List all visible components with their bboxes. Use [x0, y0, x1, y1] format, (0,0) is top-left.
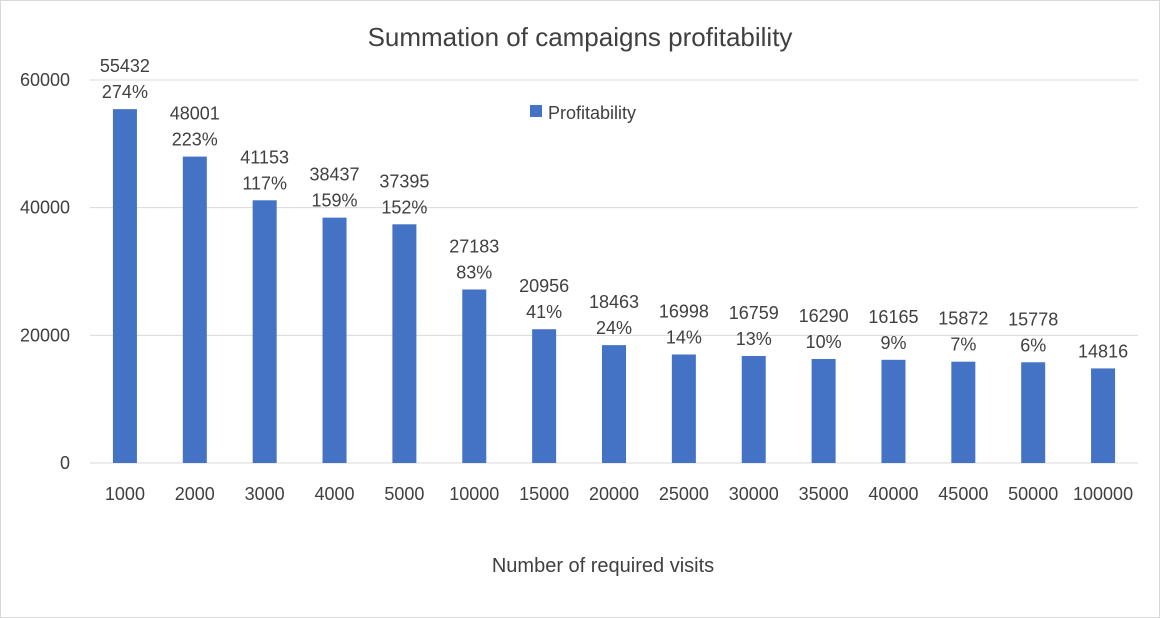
percent-label: 10%	[806, 332, 842, 352]
bar	[532, 329, 557, 463]
x-tick-label: 40000	[868, 484, 918, 504]
bar	[252, 200, 277, 463]
percent-label: 274%	[102, 82, 148, 102]
percent-label: 6%	[1020, 335, 1046, 355]
percent-label: 13%	[736, 329, 772, 349]
bar	[1021, 362, 1046, 463]
bar	[182, 156, 207, 463]
value-label: 15872	[938, 309, 988, 329]
bar	[671, 354, 696, 463]
percent-label: 7%	[950, 335, 976, 355]
percent-label: 223%	[172, 130, 218, 150]
percent-label: 117%	[242, 173, 287, 193]
legend-swatch	[530, 105, 542, 117]
x-tick-label: 45000	[938, 484, 988, 504]
y-tick-label: 0	[60, 453, 70, 473]
value-label: 20956	[519, 276, 569, 296]
value-label: 48001	[170, 104, 220, 124]
data-labels: 55432 274% 48001 223% 41153 117% 38437 159% 3739…	[100, 56, 1128, 361]
y-tick-label: 40000	[20, 198, 70, 218]
percent-label: 159%	[312, 191, 358, 211]
value-label: 16998	[659, 301, 709, 321]
x-tick-label: 35000	[799, 484, 849, 504]
legend: Profitability	[530, 103, 636, 123]
value-label: 16165	[868, 307, 918, 327]
bar	[112, 109, 137, 464]
percent-label: 152%	[381, 197, 427, 217]
value-label: 55432	[100, 56, 150, 76]
x-axis-ticks: 1000 2000 3000 4000 5000 10000 15000 20000 25000…	[105, 484, 1133, 504]
legend-label: Profitability	[548, 103, 636, 123]
value-label: 41153	[240, 147, 289, 167]
x-tick-label: 5000	[384, 484, 424, 504]
bars	[112, 109, 1116, 464]
x-axis-title: Number of required visits	[492, 555, 714, 577]
value-label: 14816	[1078, 341, 1128, 361]
bar	[1091, 368, 1116, 463]
x-tick-label: 2000	[175, 484, 215, 504]
y-axis-ticks: 0 20000 40000 60000	[20, 70, 70, 473]
x-tick-label: 20000	[589, 484, 639, 504]
y-tick-label: 60000	[20, 70, 70, 90]
x-tick-label: 50000	[1008, 484, 1058, 504]
percent-label: 24%	[596, 318, 632, 338]
percent-label: 83%	[456, 262, 492, 282]
value-label: 18463	[589, 292, 639, 312]
x-tick-label: 25000	[659, 484, 709, 504]
percent-label: 41%	[526, 302, 562, 322]
x-tick-label: 15000	[519, 484, 569, 504]
x-tick-label: 4000	[315, 484, 355, 504]
bar	[741, 356, 766, 463]
value-label: 16290	[799, 306, 849, 326]
y-tick-label: 20000	[20, 325, 70, 345]
value-label: 16759	[729, 303, 779, 323]
value-label: 27183	[449, 236, 499, 256]
x-tick-label: 30000	[729, 484, 779, 504]
percent-label: 14%	[666, 327, 702, 347]
x-tick-label: 1000	[105, 484, 145, 504]
bar	[322, 217, 347, 463]
value-label: 15778	[1008, 309, 1058, 329]
x-tick-label: 100000	[1073, 484, 1133, 504]
percent-label: 9%	[880, 333, 906, 353]
bar	[462, 289, 487, 463]
bar	[392, 224, 417, 463]
bar	[951, 361, 976, 463]
value-label: 38437	[310, 165, 360, 185]
x-tick-label: 3000	[245, 484, 285, 504]
value-label: 37395	[379, 171, 429, 191]
bar	[602, 345, 626, 463]
chart-title: Summation of campaigns profitability	[368, 22, 793, 52]
x-tick-label: 10000	[449, 484, 499, 504]
bar	[811, 359, 836, 463]
bar	[881, 359, 906, 463]
